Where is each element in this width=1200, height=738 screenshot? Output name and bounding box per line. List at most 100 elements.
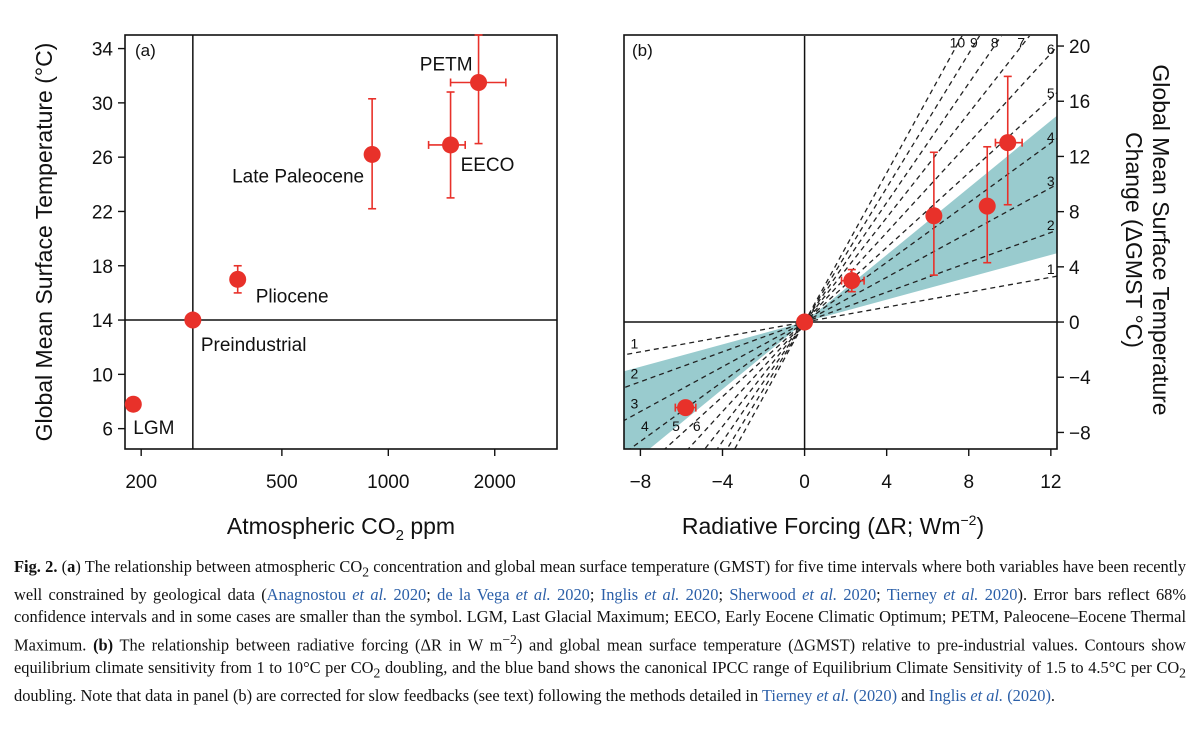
ref-etal: et al. <box>352 584 388 604</box>
contour-label: 6 <box>1047 41 1055 57</box>
ecs-contour-line <box>663 91 1057 449</box>
panel-a-y-axis-label: Global Mean Surface Temperature (°C) <box>31 43 57 442</box>
x-tick-label: 12 <box>1040 472 1061 493</box>
x-tick-label: −4 <box>712 472 734 493</box>
x-tick-label: 0 <box>799 472 810 493</box>
data-point-late-paleocene <box>363 145 381 163</box>
contour-label: 6 <box>693 418 701 434</box>
ecs-contour-line <box>687 45 1057 449</box>
y-tick-label: 16 <box>1069 92 1090 113</box>
contour-label: 1 <box>1047 261 1055 277</box>
contour-label: 3 <box>1047 173 1055 189</box>
ref-year: 2020 <box>679 584 719 604</box>
x-tick-label: 500 <box>266 472 298 493</box>
contour-label: 7 <box>1017 35 1025 51</box>
ecs-contour-line <box>628 137 1057 449</box>
x-tick-label: 200 <box>125 472 157 493</box>
panel-b-x-axis-label-main: Radiative Forcing (ΔR; Wm <box>682 513 961 539</box>
ref-year: (2020) <box>849 686 898 705</box>
data-point-petm <box>470 74 488 92</box>
point-label: PETM <box>420 55 473 76</box>
panel-a-x-axis-label: Atmospheric CO2 ppm <box>227 513 455 540</box>
caption-part1: The relationship between atmospheric CO <box>80 557 363 576</box>
caption-part5: ) and global mean surface temperature (Δ… <box>14 635 1186 678</box>
y-tick-label: 22 <box>92 202 113 223</box>
contour-label: 3 <box>630 396 638 412</box>
caption-a-label-letter: a <box>67 557 76 576</box>
data-point-late-paleocene <box>925 207 943 225</box>
panel-b-label: (b) <box>632 41 653 60</box>
y-tick-label: 14 <box>92 311 114 332</box>
contour-label: 8 <box>991 35 999 51</box>
y-tick-label: 26 <box>92 148 113 169</box>
caption-part2: concentration and global mean surface te… <box>14 557 1187 604</box>
ref-year: 2020 <box>387 584 427 604</box>
caption-fig-label: Fig. 2. <box>14 557 58 576</box>
x-tick-label: 2000 <box>474 472 516 493</box>
ref-author: Inglis <box>600 584 645 604</box>
y-tick-label: 8 <box>1069 203 1080 224</box>
caption-sep: ; <box>876 584 887 604</box>
caption-and: and <box>897 686 929 705</box>
panel-b-x-axis-label: Radiative Forcing (ΔR; Wm−2) <box>682 512 984 539</box>
ref-author: Inglis <box>928 686 971 705</box>
sensitivity-band <box>624 115 1057 449</box>
y-tick-label: −8 <box>1069 423 1091 444</box>
data-point-pliocene <box>229 270 247 288</box>
caption-co2-sub3: 2 <box>1179 665 1186 681</box>
ecs-contour-line <box>703 36 1031 449</box>
y-tick-label: 12 <box>1069 147 1090 168</box>
caption-part7: doubling. Note that data in panel (b) ar… <box>14 686 762 705</box>
caption-sep: ; <box>426 584 438 604</box>
data-point-eeco <box>442 136 460 154</box>
figure-caption: Fig. 2. (a) The relationship between atm… <box>14 557 1187 705</box>
ref-etal: et al. <box>943 584 979 604</box>
data-point-petm <box>999 134 1017 152</box>
contour-label: 10 <box>950 35 966 51</box>
caption-ref-anagnostou[interactable]: Anagnostou et al. 2020 <box>267 585 427 604</box>
caption-co2-sub2: 2 <box>373 665 381 681</box>
ref-etal: et al. <box>802 584 838 604</box>
y-tick-label: 18 <box>92 257 113 278</box>
figure: (a) 200 500 1000 2000 6 10 14 18 22 26 30 34 LGM Pre… <box>31 34 1174 540</box>
ref-etal: et al. <box>970 686 1004 705</box>
x-tick-label: 1000 <box>367 472 409 493</box>
ecs-contour-line <box>624 229 1057 389</box>
y-tick-label: −4 <box>1069 368 1091 389</box>
contour-label: 1 <box>630 335 638 351</box>
data-point-preindustrial <box>184 311 202 329</box>
point-label: Pliocene <box>256 286 329 307</box>
panel-b-y-axis-label-line2: Change (ΔGMST °C) <box>1121 132 1147 348</box>
caption-ref-delavega[interactable]: de la Vega et al. 2020 <box>437 585 590 604</box>
y-tick-label: 30 <box>92 94 113 115</box>
caption-co2-sub: 2 <box>362 564 370 580</box>
caption-sep: ; <box>589 584 601 604</box>
point-label: Preindustrial <box>201 335 307 356</box>
caption-ref-inglis-2[interactable]: Inglis et al. (2020) <box>929 686 1051 705</box>
point-label: Late Paleocene <box>232 166 364 187</box>
ref-author: de la Vega <box>437 584 516 604</box>
caption-ref-tierney-2[interactable]: Tierney et al. (2020) <box>762 686 897 705</box>
caption-part3: ). Error bars reflect 68% confidence int… <box>14 584 1187 655</box>
ref-year: (2020) <box>1003 686 1051 705</box>
contour-label: 4 <box>641 418 649 434</box>
caption-ref-sherwood[interactable]: Sherwood et al. 2020 <box>729 585 876 604</box>
ecs-contour-line <box>624 183 1057 422</box>
panel-b-x-axis-label-sup: −2 <box>961 512 977 528</box>
caption-ref-tierney[interactable]: Tierney et al. 2020 <box>887 585 1018 604</box>
contour-label: 2 <box>630 365 638 381</box>
y-tick-label: 0 <box>1069 313 1080 334</box>
contour-label: 9 <box>970 35 978 51</box>
contour-label: 5 <box>672 418 680 434</box>
x-tick-label: −8 <box>630 472 652 493</box>
caption-b-label: (b) <box>93 635 114 655</box>
ref-year: 2020 <box>550 584 590 604</box>
caption-end: . <box>1050 686 1056 705</box>
panel-a: (a) 200 500 1000 2000 6 10 14 18 22 26 30 34 LGM Pre… <box>31 34 558 540</box>
contour-label: 5 <box>1047 85 1055 101</box>
point-label: EECO <box>461 155 515 176</box>
ecs-contour-line <box>716 36 1003 449</box>
caption-ref-inglis[interactable]: Inglis et al. 2020 <box>601 585 719 604</box>
ref-etal: et al. <box>644 584 680 604</box>
